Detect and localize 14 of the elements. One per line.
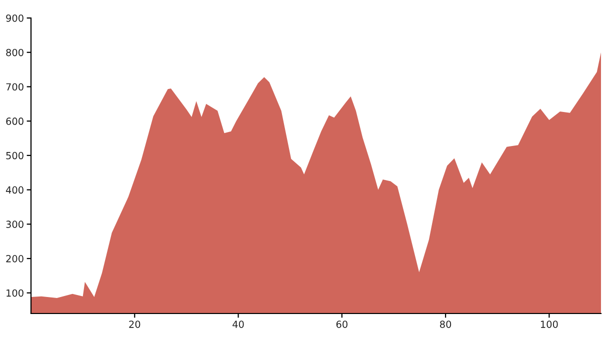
y-tick-label: 500	[6, 152, 24, 160]
y-tick-label: 600	[6, 118, 24, 125]
y-tick-label: 700	[6, 83, 24, 91]
y-tick-label: 200	[6, 255, 24, 262]
y-tick-label: 400	[6, 186, 24, 194]
x-tick-label: 20	[129, 320, 140, 328]
x-tick-label: 100	[540, 320, 558, 328]
x-tick-label: 60	[336, 320, 348, 328]
y-tick-label: 300	[6, 220, 24, 228]
x-tick-label: 80	[440, 320, 452, 328]
y-tick-label: 900	[6, 14, 24, 22]
x-tick-label: 40	[232, 320, 244, 328]
y-tick-label: 100	[6, 289, 24, 297]
y-tick-label: 800	[6, 48, 24, 56]
